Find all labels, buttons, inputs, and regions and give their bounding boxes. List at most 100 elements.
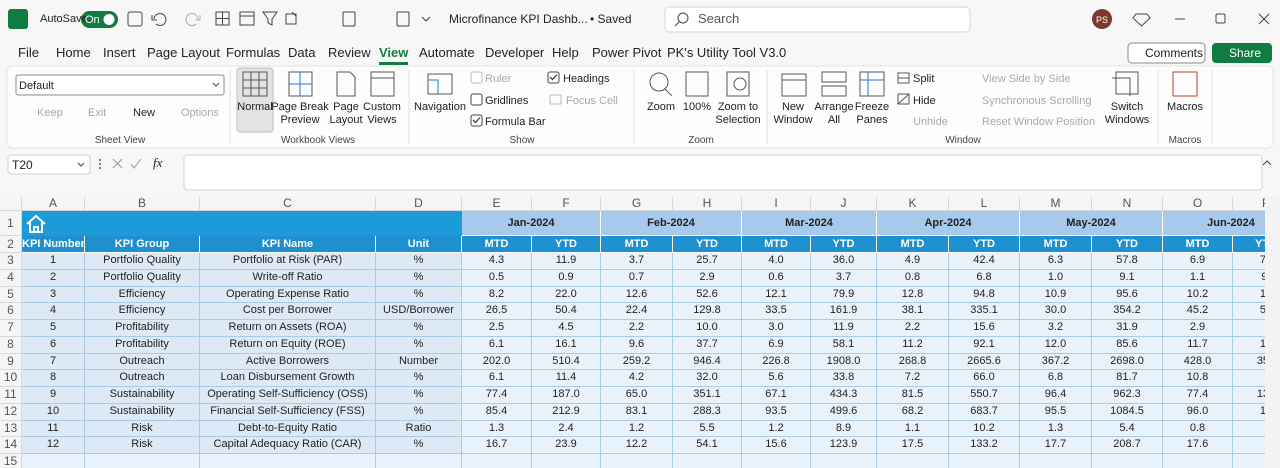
column-title[interactable]: KPI Group [85, 236, 200, 253]
month-header[interactable]: Jan-2024 [462, 211, 601, 236]
ribbon-tab[interactable]: Automate [419, 45, 475, 60]
data-cell[interactable]: 4.3 [462, 253, 532, 270]
data-cell[interactable]: 1.0 [1020, 269, 1092, 287]
data-cell[interactable]: 83.1 [601, 403, 673, 421]
data-cell[interactable]: 17.6 [1163, 437, 1233, 454]
data-cell[interactable]: 6 [22, 336, 85, 354]
new-button[interactable]: New [133, 107, 156, 119]
vertical-scrollbar[interactable] [1265, 196, 1280, 468]
data-cell[interactable]: 10.8 [1163, 370, 1233, 387]
data-cell[interactable]: 9.6 [601, 336, 673, 354]
row-header[interactable]: 11 [0, 387, 22, 404]
data-cell[interactable]: 95.5 [1020, 403, 1092, 421]
formula-input[interactable] [183, 154, 1263, 191]
data-cell[interactable]: Profitability [85, 320, 200, 337]
empty-cell[interactable] [1092, 454, 1163, 468]
macros-button[interactable]: Macros [1166, 101, 1204, 113]
hide-button[interactable]: Hide [913, 95, 936, 107]
data-cell[interactable]: 2.9 [1163, 320, 1233, 337]
empty-cell[interactable] [949, 454, 1020, 468]
data-cell[interactable]: Capital Adequacy Ratio (CAR) [200, 437, 376, 454]
row-header[interactable]: 9 [0, 353, 22, 371]
data-cell[interactable]: 12 [22, 437, 85, 454]
data-cell[interactable]: 3.7 [601, 253, 673, 270]
data-cell[interactable]: % [376, 269, 462, 287]
worksheet-grid[interactable]: ABCDEFGHIJKLMNOP123456789101112131415Jan… [0, 196, 1265, 468]
custom-views[interactable]: Views [367, 114, 397, 126]
data-cell[interactable]: 81.5 [877, 387, 949, 404]
column-title[interactable]: Unit [376, 236, 462, 253]
share-icon[interactable] [285, 11, 297, 25]
period-header[interactable]: YTD [1092, 236, 1163, 253]
data-cell[interactable]: Loan Disbursement Growth [200, 370, 376, 387]
data-cell[interactable]: 58.1 [811, 336, 877, 354]
data-cell[interactable]: Sustainability [85, 387, 200, 404]
empty-cell[interactable] [85, 454, 200, 468]
data-cell[interactable]: 6.9 [1163, 253, 1233, 270]
empty-cell[interactable] [532, 454, 601, 468]
data-cell[interactable]: 6.3 [1020, 253, 1092, 270]
data-cell[interactable]: 10 [22, 403, 85, 421]
data-cell[interactable]: 54.1 [673, 437, 742, 454]
collapse-formula[interactable] [1262, 160, 1272, 166]
form-icon[interactable] [342, 11, 356, 27]
data-cell[interactable]: 0.9 [532, 269, 601, 287]
data-cell[interactable]: 1.1 [877, 420, 949, 438]
comments-label[interactable]: Comments [1145, 46, 1204, 60]
new-window[interactable]: Window [773, 114, 813, 126]
data-cell[interactable]: 5.4 [1092, 420, 1163, 438]
data-cell[interactable]: 226.8 [742, 353, 811, 371]
data-cell[interactable]: 11.9 [532, 253, 601, 270]
data-cell[interactable]: 1.1 [1163, 269, 1233, 287]
data-cell[interactable]: 2.4 [532, 420, 601, 438]
data-cell[interactable]: % [376, 403, 462, 421]
ribbon-tab[interactable]: View [379, 46, 409, 65]
data-cell[interactable]: 85.4 [462, 403, 532, 421]
data-cell[interactable]: Risk [85, 437, 200, 454]
empty-cell[interactable] [673, 454, 742, 468]
home-icon[interactable] [25, 214, 47, 234]
data-cell[interactable]: 351.1 [673, 387, 742, 404]
ribbon-tab[interactable]: Home [56, 45, 91, 60]
data-cell[interactable]: 946.4 [673, 353, 742, 371]
data-cell[interactable]: 33.8 [811, 370, 877, 387]
ribbon-tab[interactable]: Insert [103, 45, 136, 60]
data-cell[interactable]: % [376, 286, 462, 304]
data-cell[interactable]: Operating Expense Ratio [200, 286, 376, 304]
data-cell[interactable]: Portfolio Quality [85, 253, 200, 270]
data-cell[interactable]: 161.9 [811, 303, 877, 320]
empty-cell[interactable] [742, 454, 811, 468]
data-cell[interactable]: Risk [85, 420, 200, 438]
ribbon-tab[interactable]: Power Pivot [592, 45, 662, 60]
data-cell[interactable]: 8.9 [811, 420, 877, 438]
data-cell[interactable]: 2.2 [601, 320, 673, 337]
data-cell[interactable]: Number [376, 353, 462, 371]
data-cell[interactable]: 71 [1233, 253, 1265, 270]
data-cell[interactable]: 499.6 [811, 403, 877, 421]
arrange-all[interactable]: Arrange [814, 101, 854, 113]
data-cell[interactable]: 4.9 [877, 253, 949, 270]
data-cell[interactable]: Efficiency [85, 303, 200, 320]
ribbon-tab[interactable]: Formulas [226, 45, 281, 60]
data-cell[interactable]: 31.9 [1092, 320, 1163, 337]
data-cell[interactable]: 4.0 [742, 253, 811, 270]
empty-cell[interactable] [200, 454, 376, 468]
data-cell[interactable]: 17.7 [1020, 437, 1092, 454]
data-cell[interactable]: 9 [22, 387, 85, 404]
ribbon-tab[interactable]: Data [288, 45, 316, 60]
data-cell[interactable]: 6.9 [742, 336, 811, 354]
data-cell[interactable]: 4.2 [601, 370, 673, 387]
data-cell[interactable]: 550.7 [949, 387, 1020, 404]
data-cell[interactable]: 15.6 [742, 437, 811, 454]
period-header[interactable]: MTD [462, 236, 532, 253]
empty-cell[interactable] [877, 454, 949, 468]
formula-bar-checkbox[interactable]: Formula Bar [485, 116, 546, 128]
data-cell[interactable]: Write-off Ratio [200, 269, 376, 287]
data-cell[interactable]: 12.8 [877, 286, 949, 304]
qat-more[interactable] [421, 16, 431, 22]
data-cell[interactable]: 133.2 [949, 437, 1020, 454]
page-layout-view[interactable]: Page [333, 101, 359, 113]
data-cell[interactable]: 3.0 [742, 320, 811, 337]
data-cell[interactable]: 335.1 [949, 303, 1020, 320]
save-icon[interactable] [127, 11, 143, 27]
